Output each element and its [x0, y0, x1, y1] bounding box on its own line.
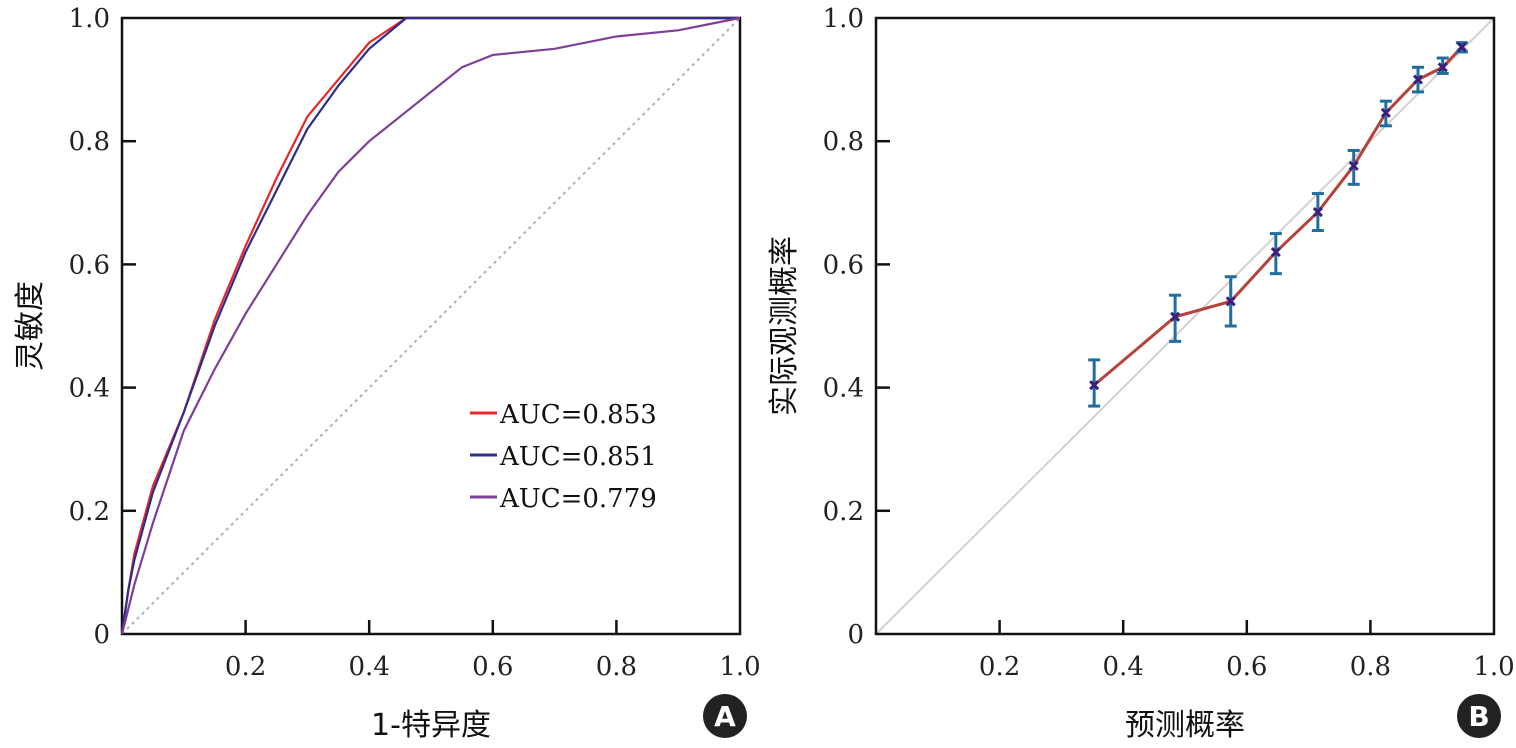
legend-label: AUC=0.853	[499, 400, 657, 430]
roc-curve-0	[120, 16, 740, 635]
x-axis-label: 1-特异度	[371, 708, 491, 743]
y-axis-label: 实际观测概率	[767, 236, 802, 416]
y-tick-label: 0.8	[823, 127, 864, 157]
x-tick-label: 0.2	[225, 652, 266, 682]
x-tick-label: 0.2	[979, 652, 1020, 682]
plot-frame	[874, 16, 1496, 636]
y-tick-label: 0	[93, 620, 110, 650]
panel-badge-label: B	[1468, 700, 1489, 733]
y-tick-label: 0.6	[69, 250, 110, 280]
x-tick-label: 1.0	[1473, 652, 1514, 682]
y-tick-label: 0.4	[823, 374, 864, 404]
y-tick-label: 0.4	[69, 374, 110, 404]
data-point-marker	[1456, 41, 1467, 53]
y-tick-label: 0.6	[823, 250, 864, 280]
x-tick-label: 0.6	[472, 652, 513, 682]
panel-a-roc: 0 0.2 0.4 0.6 0.8 1.0 0.2 0.4 0.6 0.8 1.0 1-特异度 灵敏度 A…	[13, 4, 761, 743]
y-tick-label: 1.0	[69, 4, 110, 34]
reference-diagonal	[875, 17, 1495, 635]
y-tick-label: 0	[847, 620, 864, 650]
data-point-marker	[1270, 247, 1281, 258]
x-tick-label: 1.0	[719, 652, 760, 682]
y-axis-label: 灵敏度	[13, 281, 48, 371]
x-tick-label: 0.8	[596, 652, 637, 682]
data-point-marker	[1225, 296, 1236, 307]
x-axis-label: 预测概率	[1125, 708, 1245, 743]
data-point-marker	[1348, 160, 1359, 171]
data-point-marker	[1170, 311, 1181, 322]
x-tick-label: 0.4	[349, 652, 390, 682]
data-point-marker	[1412, 74, 1424, 85]
legend-label: AUC=0.779	[499, 484, 657, 514]
y-tick-label: 0.2	[823, 497, 864, 527]
calibration-line	[1093, 45, 1463, 387]
x-tick-label: 0.4	[1103, 652, 1144, 682]
panel-badge	[703, 694, 747, 738]
panel-badge-label: A	[714, 700, 736, 733]
data-point-marker	[1380, 107, 1391, 118]
y-tick-label: 1.0	[823, 4, 864, 34]
data-point-marker	[1312, 206, 1323, 218]
data-point-marker	[1437, 62, 1448, 73]
y-tick-label: 0.8	[69, 127, 110, 157]
data-point-marker	[1089, 380, 1100, 391]
roc-curve-2	[120, 16, 741, 635]
roc-curve-1	[120, 16, 740, 635]
panel-badge	[1457, 694, 1501, 738]
x-tick-label: 0.6	[1226, 652, 1267, 682]
panel-b-calibration: 0 0.2 0.4 0.6 0.8 1.0 0.2 0.4 0.6 0.8 1.0 预测概率 实际观测概…	[767, 4, 1515, 743]
reference-diagonal	[121, 17, 741, 635]
x-tick-label: 0.8	[1350, 652, 1391, 682]
legend-label: AUC=0.851	[499, 442, 657, 472]
y-tick-label: 0.2	[69, 497, 110, 527]
